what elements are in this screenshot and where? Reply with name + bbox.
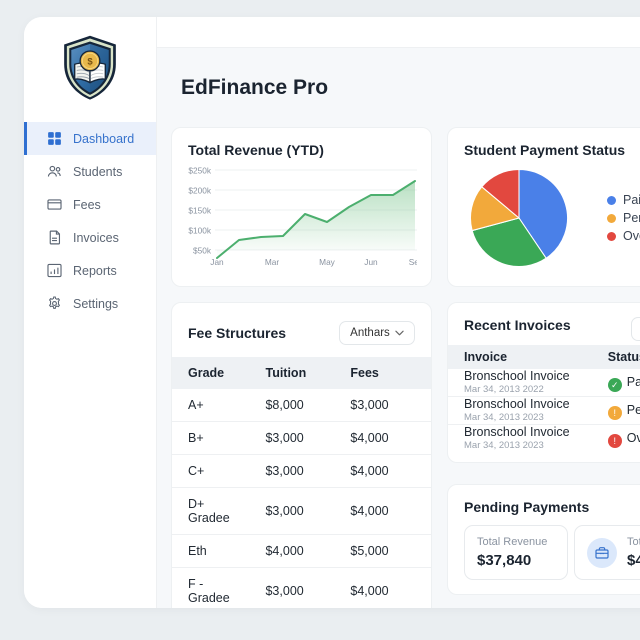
svg-text:$150k: $150k xyxy=(188,206,211,216)
svg-text:$100k: $100k xyxy=(188,226,211,236)
svg-text:Jan: Jan xyxy=(210,257,224,267)
svg-text:$: $ xyxy=(87,57,93,68)
svg-text:Mar: Mar xyxy=(265,257,280,267)
svg-text:$50k: $50k xyxy=(193,246,212,256)
svg-text:Set: Set xyxy=(409,257,417,267)
svg-text:$250k: $250k xyxy=(188,166,211,176)
svg-text:May: May xyxy=(319,257,336,267)
svg-text:Jun: Jun xyxy=(364,257,378,267)
svg-text:$200k: $200k xyxy=(188,186,211,196)
